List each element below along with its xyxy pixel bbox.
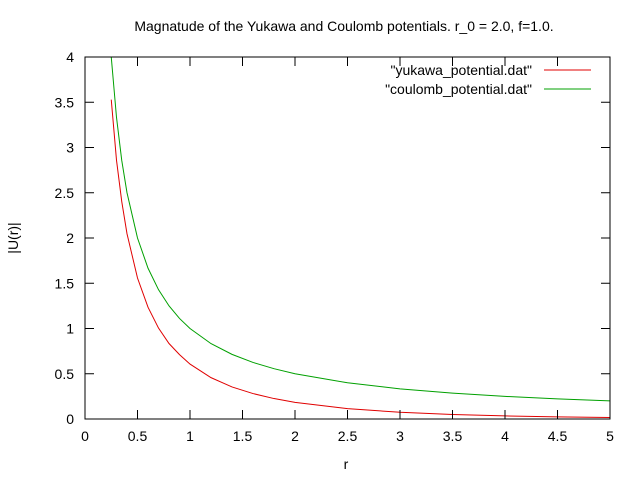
x-tick-label: 3.5 bbox=[443, 428, 463, 444]
series-line-0 bbox=[110, 99, 610, 419]
y-tick-label: 1.5 bbox=[55, 275, 75, 291]
chart-title: Magnatude of the Yukawa and Coulomb pote… bbox=[134, 18, 553, 34]
y-tick-label: 2 bbox=[66, 230, 74, 246]
plot-frame bbox=[84, 56, 611, 420]
y-tick-label: 0 bbox=[66, 411, 74, 427]
y-axis: 0 0.5 1 1.5 2 2.5 3 3.5 4 bbox=[55, 49, 610, 427]
x-tick-label: 0 bbox=[81, 428, 89, 444]
x-tick-label: 2 bbox=[291, 428, 299, 444]
series-line-1 bbox=[110, 57, 610, 402]
x-tick-label: 1 bbox=[186, 428, 194, 444]
y-tick-label: 4 bbox=[66, 49, 74, 65]
legend-label-1: "coulomb_potential.dat" bbox=[385, 81, 532, 97]
x-tick-label: 3 bbox=[396, 428, 404, 444]
y-tick-label: 3.5 bbox=[55, 94, 75, 110]
y-tick-label: 2.5 bbox=[55, 185, 75, 201]
x-tick-label: 4 bbox=[501, 428, 509, 444]
x-axis-label: r bbox=[344, 456, 349, 472]
y-tick-label: 1 bbox=[66, 321, 74, 337]
x-tick-label: 4.5 bbox=[548, 428, 568, 444]
x-tick-label: 1.5 bbox=[233, 428, 253, 444]
x-tick-label: 2.5 bbox=[338, 428, 358, 444]
x-tick-label: 5 bbox=[606, 428, 614, 444]
series-layer bbox=[110, 57, 610, 419]
y-tick-label: 0.5 bbox=[55, 366, 75, 382]
y-tick-label: 3 bbox=[66, 140, 74, 156]
y-axis-label: |U(r)| bbox=[5, 222, 21, 253]
legend: "yukawa_potential.dat" "coulomb_potential… bbox=[385, 62, 591, 97]
x-tick-label: 0.5 bbox=[128, 428, 148, 444]
x-axis: 0 0.5 1 1.5 2 2.5 3 3.5 4 4.5 5 bbox=[81, 57, 614, 444]
legend-label-0: "yukawa_potential.dat" bbox=[391, 62, 533, 78]
